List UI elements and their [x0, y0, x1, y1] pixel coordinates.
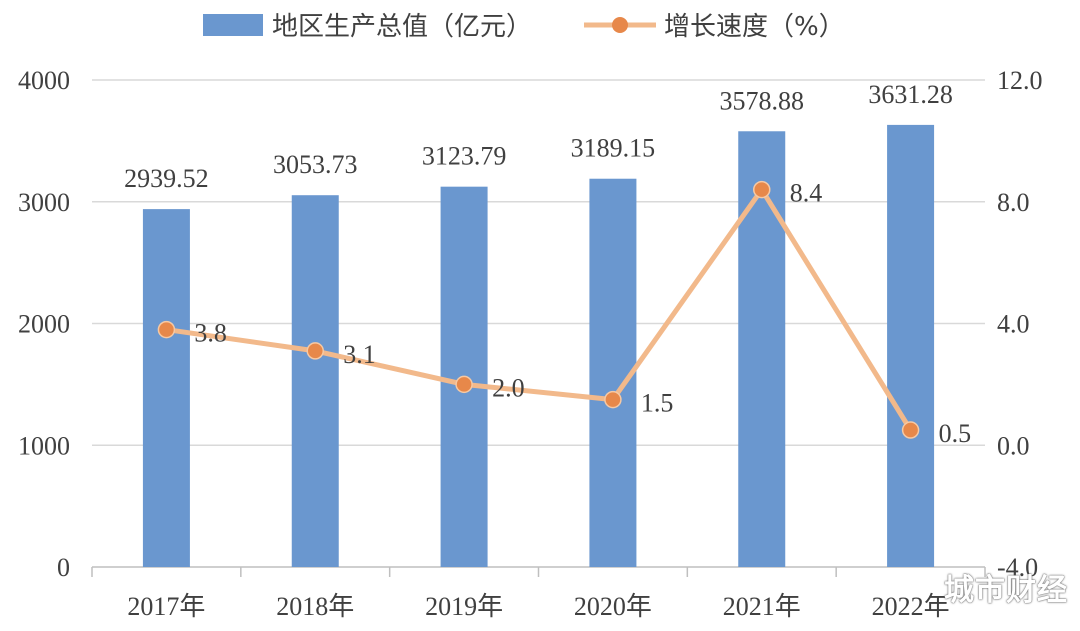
bar-series: [142, 124, 935, 567]
bar: [738, 131, 786, 567]
watermark: 城市财经: [944, 573, 1068, 608]
line-data-label: 1.5: [641, 389, 674, 418]
bar-data-label: 2939.52: [124, 164, 209, 193]
x-tick-label: 2018年: [276, 592, 354, 621]
bar: [291, 195, 339, 567]
y-left-tick-label: 0: [57, 553, 70, 582]
bar-data-label: 3631.28: [868, 80, 953, 109]
y-right-tick-label: -4.0: [997, 553, 1038, 582]
y-left-tick-label: 4000: [18, 66, 70, 95]
line-data-label: 2.0: [492, 373, 525, 402]
line-data-label: 0.5: [939, 419, 972, 448]
line-series: [157, 180, 920, 439]
legend-bar-swatch: [203, 14, 263, 36]
bar-data-label: 3053.73: [273, 150, 358, 179]
x-tick-label: 2022年: [872, 592, 950, 621]
x-tick-label: 2020年: [574, 592, 652, 621]
legend-bar-label: 地区生产总值（亿元）: [272, 12, 532, 42]
legend-line-marker: [612, 17, 628, 33]
bar: [887, 124, 935, 567]
line-marker: [157, 320, 176, 339]
grid-lines: [92, 79, 985, 446]
line-marker: [753, 180, 771, 199]
bar: [589, 178, 637, 567]
line-data-label: 3.1: [343, 340, 376, 369]
x-tick-label: 2019年: [425, 592, 503, 621]
line-marker: [604, 390, 622, 409]
axes: 0 1000 2000 3000 4000 -4.0 0.0 4.0 8.0 12.0 2017年 2…: [18, 66, 1043, 621]
x-tick-label: 2017年: [127, 592, 205, 621]
bar-data-label: 3123.79: [422, 142, 507, 171]
y-right-tick-label: 8.0: [997, 188, 1030, 217]
legend: 地区生产总值（亿元） 增长速度（%）: [203, 12, 845, 42]
line-marker: [306, 342, 324, 360]
bar-data-label: 3578.88: [720, 86, 805, 115]
line-data-label: 8.4: [790, 179, 823, 208]
y-right-tick-label: 0.0: [997, 431, 1030, 460]
data-labels: 2939.52 3053.73 3123.79 3189.15 3578.88 3631.…: [124, 80, 971, 448]
bar: [142, 209, 190, 567]
line-data-label: 3.8: [194, 319, 227, 348]
y-left-tick-label: 3000: [18, 188, 70, 217]
bar-data-label: 3189.15: [571, 134, 656, 163]
line-marker: [455, 375, 473, 394]
y-right-tick-label: 12.0: [997, 66, 1043, 95]
y-left-tick-label: 1000: [18, 431, 70, 460]
x-tick-label: 2021年: [723, 592, 801, 621]
growth-line: [166, 187, 913, 432]
y-right-tick-label: 4.0: [997, 310, 1030, 339]
line-marker: [901, 421, 920, 439]
legend-line-label: 增长速度（%）: [664, 12, 845, 42]
y-left-tick-label: 2000: [18, 310, 70, 339]
